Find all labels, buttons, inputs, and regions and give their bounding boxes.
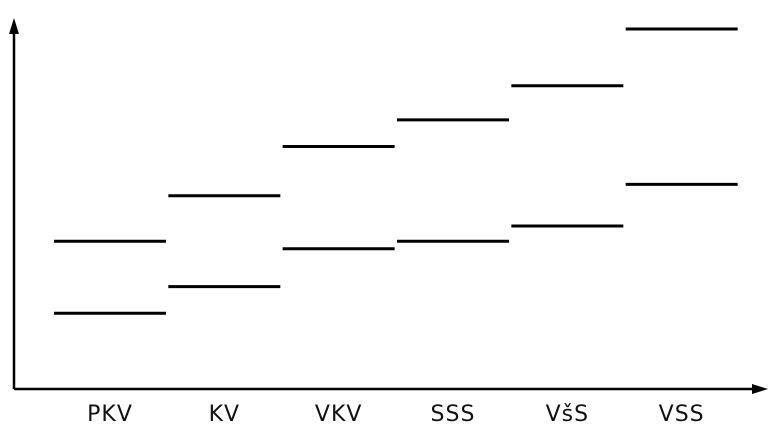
chart-marks (54, 27, 738, 315)
y-axis-arrow (9, 18, 19, 34)
category-labels: PKV KV VKV SSS VšS VSS (87, 402, 705, 427)
category-label-vss: VSS (659, 402, 705, 427)
category-label-pkv: PKV (87, 402, 133, 427)
x-axis (14, 384, 768, 394)
x-axis-arrow (752, 384, 768, 394)
category-label-sss: SSS (431, 402, 476, 427)
category-label-vkv: VKV (315, 402, 363, 427)
category-label-všs: VšS (546, 402, 589, 427)
y-axis (9, 18, 19, 389)
category-label-kv: KV (209, 402, 240, 427)
